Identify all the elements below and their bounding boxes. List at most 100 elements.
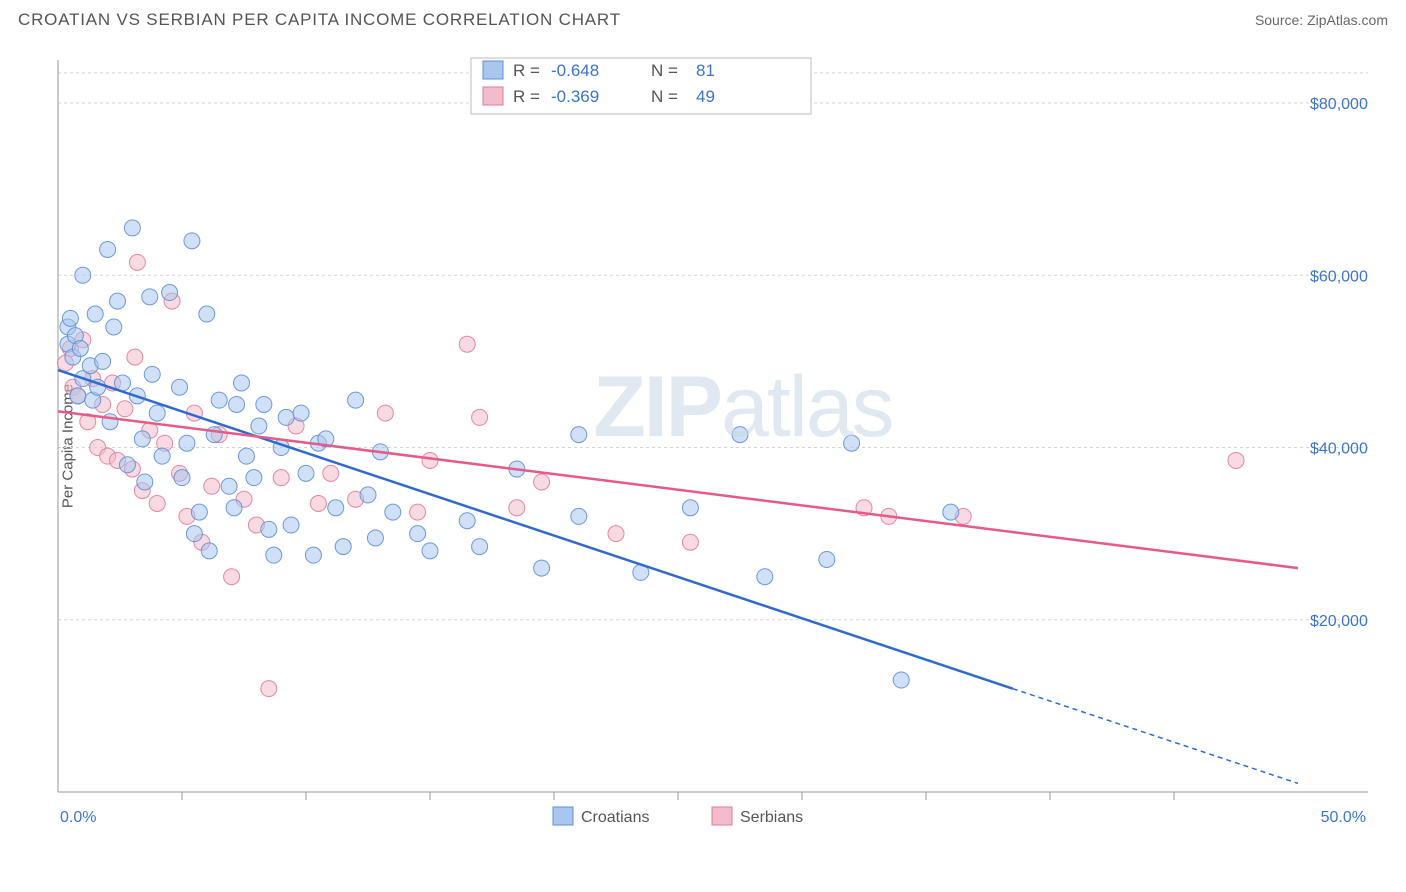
legend-r-value: -0.648 (551, 61, 599, 80)
bottom-legend-swatch (712, 807, 732, 825)
scatter-point (201, 543, 217, 559)
scatter-point (819, 551, 835, 567)
scatter-point (134, 431, 150, 447)
bottom-legend-label: Croatians (581, 809, 649, 826)
source-label: Source: ZipAtlas.com (1255, 12, 1388, 28)
scatter-point (422, 543, 438, 559)
trend-line (58, 411, 1298, 568)
scatter-point (142, 289, 158, 305)
svg-text:$60,000: $60,000 (1310, 268, 1368, 285)
chart-svg: $20,000 $40,000 $60,000 $80,000 0.0% 50.0% R =… (48, 52, 1378, 842)
correlation-scatter-chart: ZIPatlas $20,000$40,000$60,000$80,0000.0… (48, 52, 1378, 812)
trend-line-extrapolated (1013, 689, 1298, 784)
scatter-point (172, 379, 188, 395)
svg-text:$80,000: $80,000 (1310, 96, 1368, 113)
legend-r-label: R = (513, 61, 540, 80)
scatter-point (682, 500, 698, 516)
bottom-legend-label: Serbians (740, 809, 803, 826)
legend-n-label: N = (651, 61, 678, 80)
scatter-point (127, 349, 143, 365)
scatter-point (251, 418, 267, 434)
legend-r-label: R = (513, 87, 540, 106)
scatter-point (844, 435, 860, 451)
scatter-point (261, 521, 277, 537)
scatter-point (472, 539, 488, 555)
svg-text:$40,000: $40,000 (1310, 441, 1368, 458)
scatter-point (283, 517, 299, 533)
scatter-point (186, 526, 202, 542)
scatter-point (179, 435, 195, 451)
scatter-point (184, 233, 200, 249)
scatter-point (571, 427, 587, 443)
scatter-point (70, 388, 86, 404)
legend-swatch (483, 61, 503, 79)
scatter-point (117, 401, 133, 417)
scatter-point (1228, 452, 1244, 468)
scatter-point (305, 547, 321, 563)
scatter-point (110, 293, 126, 309)
scatter-point (95, 353, 111, 369)
scatter-point (144, 366, 160, 382)
scatter-point (124, 220, 140, 236)
scatter-point (278, 409, 294, 425)
scatter-point (162, 285, 178, 301)
scatter-point (377, 405, 393, 421)
scatter-point (106, 319, 122, 335)
legend-swatch (483, 87, 503, 105)
legend-n-value: 49 (696, 87, 715, 106)
scatter-point (328, 500, 344, 516)
scatter-point (154, 448, 170, 464)
scatter-point (204, 478, 220, 494)
scatter-point (246, 470, 262, 486)
scatter-point (472, 409, 488, 425)
scatter-point (174, 470, 190, 486)
scatter-point (608, 526, 624, 542)
scatter-point (367, 530, 383, 546)
scatter-point (943, 504, 959, 520)
scatter-point (459, 336, 475, 352)
scatter-point (323, 465, 339, 481)
scatter-point (385, 504, 401, 520)
scatter-point (229, 396, 245, 412)
scatter-point (119, 457, 135, 473)
chart-title: CROATIAN VS SERBIAN PER CAPITA INCOME CO… (18, 10, 621, 30)
scatter-point (72, 340, 88, 356)
scatter-point (509, 500, 525, 516)
scatter-point (893, 672, 909, 688)
scatter-point (310, 496, 326, 512)
scatter-point (410, 526, 426, 542)
scatter-point (459, 513, 475, 529)
scatter-point (261, 681, 277, 697)
scatter-point (360, 487, 376, 503)
scatter-point (348, 392, 364, 408)
scatter-point (298, 465, 314, 481)
svg-text:50.0%: 50.0% (1321, 809, 1366, 826)
svg-text:$20,000: $20,000 (1310, 613, 1368, 630)
scatter-point (410, 504, 426, 520)
scatter-point (293, 405, 309, 421)
svg-text:0.0%: 0.0% (60, 809, 96, 826)
scatter-point (757, 569, 773, 585)
scatter-point (422, 452, 438, 468)
legend-n-label: N = (651, 87, 678, 106)
scatter-point (62, 310, 78, 326)
scatter-point (226, 500, 242, 516)
scatter-point (211, 392, 227, 408)
scatter-point (534, 474, 550, 490)
scatter-point (221, 478, 237, 494)
scatter-point (224, 569, 240, 585)
scatter-point (137, 474, 153, 490)
scatter-point (238, 448, 254, 464)
scatter-point (87, 306, 103, 322)
scatter-point (273, 470, 289, 486)
scatter-point (534, 560, 550, 576)
scatter-point (732, 427, 748, 443)
scatter-point (75, 267, 91, 283)
scatter-point (149, 405, 165, 421)
scatter-point (191, 504, 207, 520)
scatter-point (682, 534, 698, 550)
scatter-point (100, 241, 116, 257)
scatter-point (335, 539, 351, 555)
scatter-point (256, 396, 272, 412)
scatter-point (149, 496, 165, 512)
